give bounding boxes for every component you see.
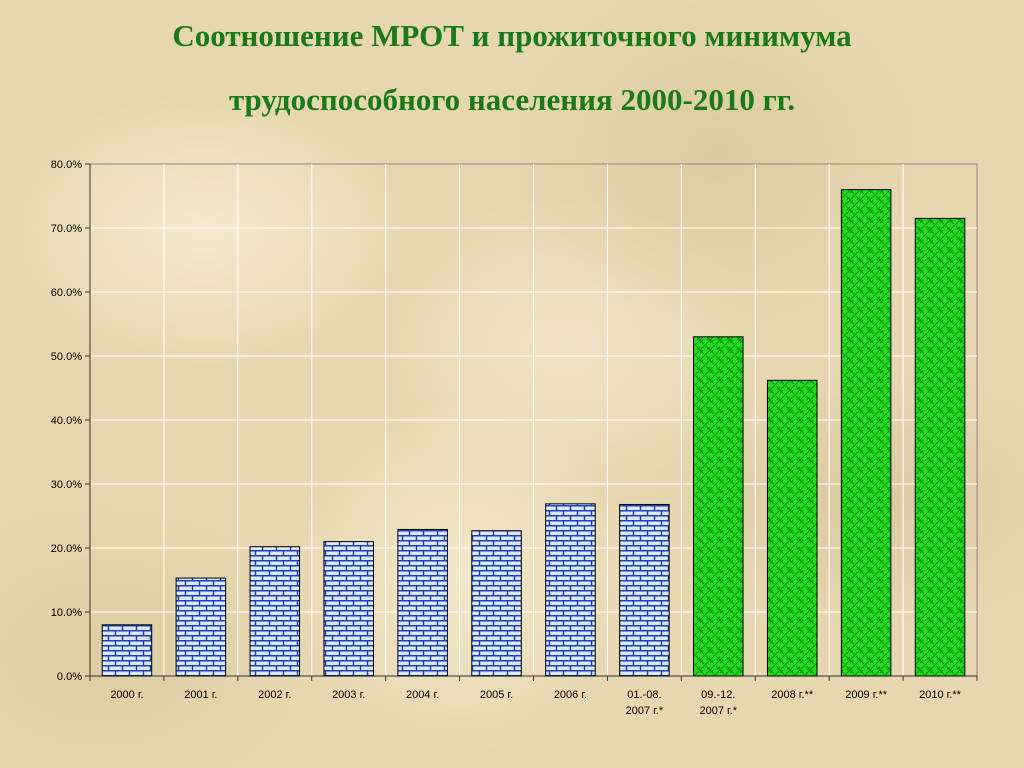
x-tick-label: 2001 г. [184,689,217,701]
y-tick-label: 10.0% [51,607,82,619]
y-tick-label: 80.0% [51,159,82,171]
x-tick-label: 2005 г. [480,689,513,701]
x-tick-label: 01.-08. [627,689,661,701]
x-tick-label: 2004 г. [406,689,439,701]
x-tick-label: 2009 г.** [845,689,888,701]
bar [249,546,301,677]
y-tick-label: 20.0% [51,543,82,555]
bar [397,528,448,677]
x-tick-label: 2008 г.** [771,689,814,701]
y-tick-label: 30.0% [51,479,82,491]
x-tick-label: 2007 г.* [700,705,738,717]
x-tick-label: 2003 г. [332,689,365,701]
y-tick-label: 0.0% [57,671,82,683]
x-tick-label: 2010 г.** [919,689,962,701]
x-tick-label: 09.-12. [701,689,735,701]
bar [323,541,374,677]
x-tick-label: 2006 г. [554,689,587,701]
chart-title-line1: Соотношение МРОТ и прожиточного минимума [172,18,852,53]
bar [766,379,818,677]
x-tick-label: 2007 г.* [626,705,664,717]
bar [840,189,892,677]
bar [693,336,744,677]
y-tick-label: 50.0% [51,351,82,363]
bar [175,577,227,677]
bar [471,530,522,677]
chart-title-line2: трудоспособного населения 2000-2010 гг. [228,82,796,117]
bar [914,217,966,677]
bar [619,503,670,677]
x-tick-label: 2002 г. [258,689,291,701]
bar [101,624,153,677]
bar [545,503,596,677]
y-tick-label: 70.0% [51,223,82,235]
y-tick-label: 40.0% [51,415,82,427]
y-tick-label: 60.0% [51,287,82,299]
x-tick-label: 2000 г. [110,689,143,701]
